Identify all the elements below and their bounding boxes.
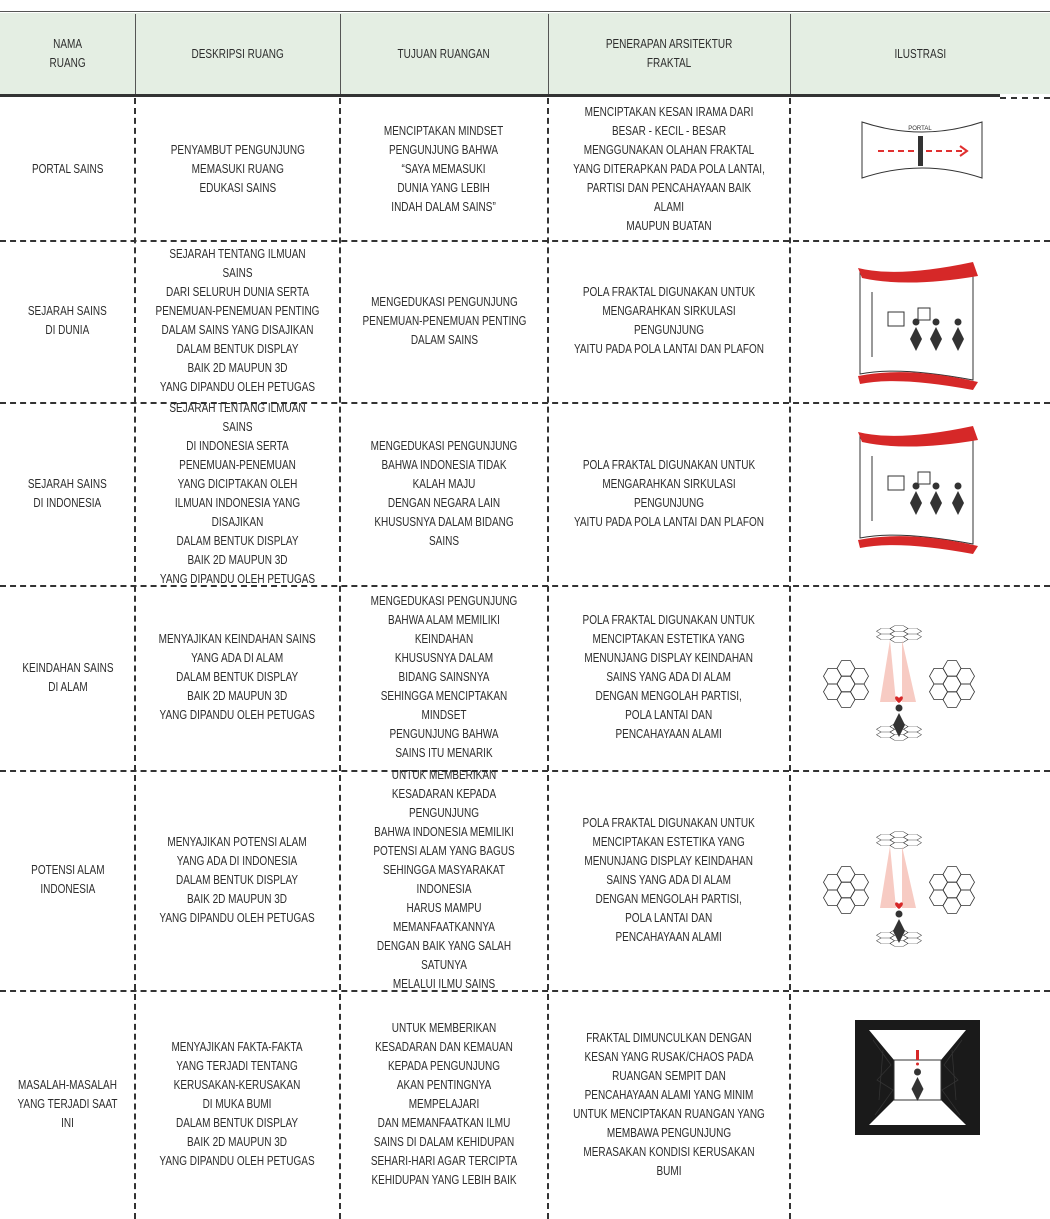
column-separator xyxy=(134,98,136,1219)
table-cell-text: POTENSI ALAM INDONESIA xyxy=(30,863,105,896)
header-cell: ILUSTRASI xyxy=(790,14,1050,94)
hexagon-illustration xyxy=(823,625,975,741)
table-cell-text: MENGEDUKASI PENGUNJUNG PENEMUAN-PENEMUAN… xyxy=(362,294,526,347)
table-cell: POLA FRAKTAL DIGUNAKAN UNTUK MENCIPTAKAN… xyxy=(548,770,790,990)
header-rule xyxy=(0,94,1000,97)
gallery-illustration xyxy=(858,262,978,390)
table-cell: UNTUK MEMBERIKAN KESADARAN DAN KEMAUAN K… xyxy=(340,990,548,1219)
table-cell: POLA FRAKTAL DIGUNAKAN UNTUK MENCIPTAKAN… xyxy=(548,585,790,770)
illustration-label: PORTAL xyxy=(908,126,932,132)
table-cell: POLA FRAKTAL DIGUNAKAN UNTUK MENGARAHKAN… xyxy=(548,402,790,585)
header-separator xyxy=(340,14,341,94)
table-cell-text: POLA FRAKTAL DIGUNAKAN UNTUK MENGARAHKAN… xyxy=(573,285,765,356)
table-cell-text: PORTAL SAINS xyxy=(31,161,104,176)
table-cell: FRAKTAL DIMUNCULKAN DENGAN KESAN YANG RU… xyxy=(548,990,790,1219)
table-cell-text: PENYAMBUT PENGUNJUNG MEMASUKI RUANG EDUK… xyxy=(170,142,305,195)
table-cell-text: MASALAH-MASALAH YANG TERJADI SAAT INI xyxy=(17,1078,118,1130)
header-separator xyxy=(548,14,549,94)
table-cell-text: MENCIPTAKAN MINDSET PENGUNJUNG BAHWA “SA… xyxy=(384,123,504,214)
header-cell-text: PENERAPAN ARSITEKTUR FRAKTAL xyxy=(605,37,733,70)
chaos-illustration xyxy=(855,1020,980,1135)
table-cell-text: MENGEDUKASI PENGUNJUNG BAHWA ALAM MEMILI… xyxy=(370,594,518,760)
header-dash xyxy=(1000,97,1050,99)
table-cell-text: KEINDAHAN SAINS DI ALAM xyxy=(21,660,114,694)
table-cell: MENCIPTAKAN MINDSET PENGUNJUNG BAHWA “SA… xyxy=(340,98,548,240)
table-cell-text: FRAKTAL DIMUNCULKAN DENGAN KESAN YANG RU… xyxy=(573,1030,765,1178)
table-cell: MENGEDUKASI PENGUNJUNG BAHWA ALAM MEMILI… xyxy=(340,585,548,770)
table-cell-text: UNTUK MEMBERIKAN KESADARAN DAN KEMAUAN K… xyxy=(370,1021,518,1187)
table-cell: MENGEDUKASI PENGUNJUNG PENEMUAN-PENEMUAN… xyxy=(340,240,548,402)
table-cell: POTENSI ALAM INDONESIA xyxy=(0,770,135,990)
table-cell: POLA FRAKTAL DIGUNAKAN UNTUK MENGARAHKAN… xyxy=(548,240,790,402)
table-cell-text: POLA FRAKTAL DIGUNAKAN UNTUK MENCIPTAKAN… xyxy=(582,815,756,944)
portal-illustration: PORTAL xyxy=(861,121,983,179)
top-rule xyxy=(0,11,1050,12)
row-separator xyxy=(0,240,1050,242)
header-cell-text: ILUSTRASI xyxy=(894,46,946,61)
header-separator xyxy=(790,14,791,94)
table-cell: SEJARAH TENTANG ILMUAN SAINS DARI SELURU… xyxy=(135,240,340,402)
table-cell-text: POLA FRAKTAL DIGUNAKAN UNTUK MENCIPTAKAN… xyxy=(582,613,756,741)
header-band xyxy=(0,13,1050,94)
table-cell-text: MENGEDUKASI PENGUNJUNG BAHWA INDONESIA T… xyxy=(370,438,518,548)
table-cell: SEJARAH TENTANG ILMUAN SAINS DI INDONESI… xyxy=(135,401,340,586)
header-cell-text: DESKRIPSI RUANG xyxy=(191,46,284,61)
table-cell: UNTUK MEMBERIKAN KESADARAN KEPADA PENGUN… xyxy=(340,768,548,991)
table-cell: KEINDAHAN SAINS DI ALAM xyxy=(0,585,135,770)
table-cell-text: MENYAJIKAN POTENSI ALAM YANG ADA DI INDO… xyxy=(159,834,316,925)
table-cell: MENCIPTAKAN KESAN IRAMA DARI BESAR - KEC… xyxy=(548,98,790,240)
column-separator xyxy=(339,98,341,1219)
header-cell: TUJUAN RUANGAN xyxy=(340,14,548,94)
table-cell: MENGEDUKASI PENGUNJUNG BAHWA INDONESIA T… xyxy=(340,402,548,585)
hexagon-illustration xyxy=(823,831,975,947)
column-separator xyxy=(547,98,549,1219)
table-cell-text: SEJARAH TENTANG ILMUAN SAINS DARI SELURU… xyxy=(155,247,320,394)
header-cell-text: NAMA RUANG xyxy=(49,37,86,70)
header-cell: DESKRIPSI RUANG xyxy=(135,14,340,94)
table-cell: MENYAJIKAN FAKTA-FAKTA YANG TERJADI TENT… xyxy=(135,990,340,1219)
table-cell: MENYAJIKAN POTENSI ALAM YANG ADA DI INDO… xyxy=(135,770,340,990)
table-cell-text: SEJARAH SAINS DI DUNIA xyxy=(28,304,107,337)
table-cell: MASALAH-MASALAH YANG TERJADI SAAT INI xyxy=(0,990,135,1219)
header-cell-text: TUJUAN RUANGAN xyxy=(397,46,491,61)
gallery-illustration xyxy=(858,426,978,554)
column-separator xyxy=(789,98,791,1219)
header-separator xyxy=(135,14,136,94)
table-cell-text: SEJARAH SAINS DI INDONESIA xyxy=(28,476,107,510)
row-separator xyxy=(0,402,1050,404)
table-cell: PENYAMBUT PENGUNJUNG MEMASUKI RUANG EDUK… xyxy=(135,98,340,240)
row-separator xyxy=(0,770,1050,772)
row-separator xyxy=(0,990,1050,992)
row-separator xyxy=(0,585,1050,587)
table-cell: SEJARAH SAINS DI INDONESIA xyxy=(0,402,135,585)
table-cell-text: MENYAJIKAN FAKTA-FAKTA YANG TERJADI TENT… xyxy=(159,1040,316,1168)
table-cell-text: SEJARAH TENTANG ILMUAN SAINS DI INDONESI… xyxy=(159,400,316,586)
table-cell: MENYAJIKAN KEINDAHAN SAINS YANG ADA DI A… xyxy=(135,585,340,770)
table-cell: SEJARAH SAINS DI DUNIA xyxy=(0,240,135,402)
table-cell-text: UNTUK MEMBERIKAN KESADARAN KEPADA PENGUN… xyxy=(373,768,515,991)
header-cell: NAMA RUANG xyxy=(0,14,135,94)
table-cell-text: MENYAJIKAN KEINDAHAN SAINS YANG ADA DI A… xyxy=(158,632,317,722)
table-cell-text: POLA FRAKTAL DIGUNAKAN UNTUK MENGARAHKAN… xyxy=(573,457,765,529)
table-cell: PORTAL SAINS xyxy=(0,98,135,240)
table-cell-text: MENCIPTAKAN KESAN IRAMA DARI BESAR - KEC… xyxy=(573,104,765,233)
header-cell: PENERAPAN ARSITEKTUR FRAKTAL xyxy=(548,14,790,94)
